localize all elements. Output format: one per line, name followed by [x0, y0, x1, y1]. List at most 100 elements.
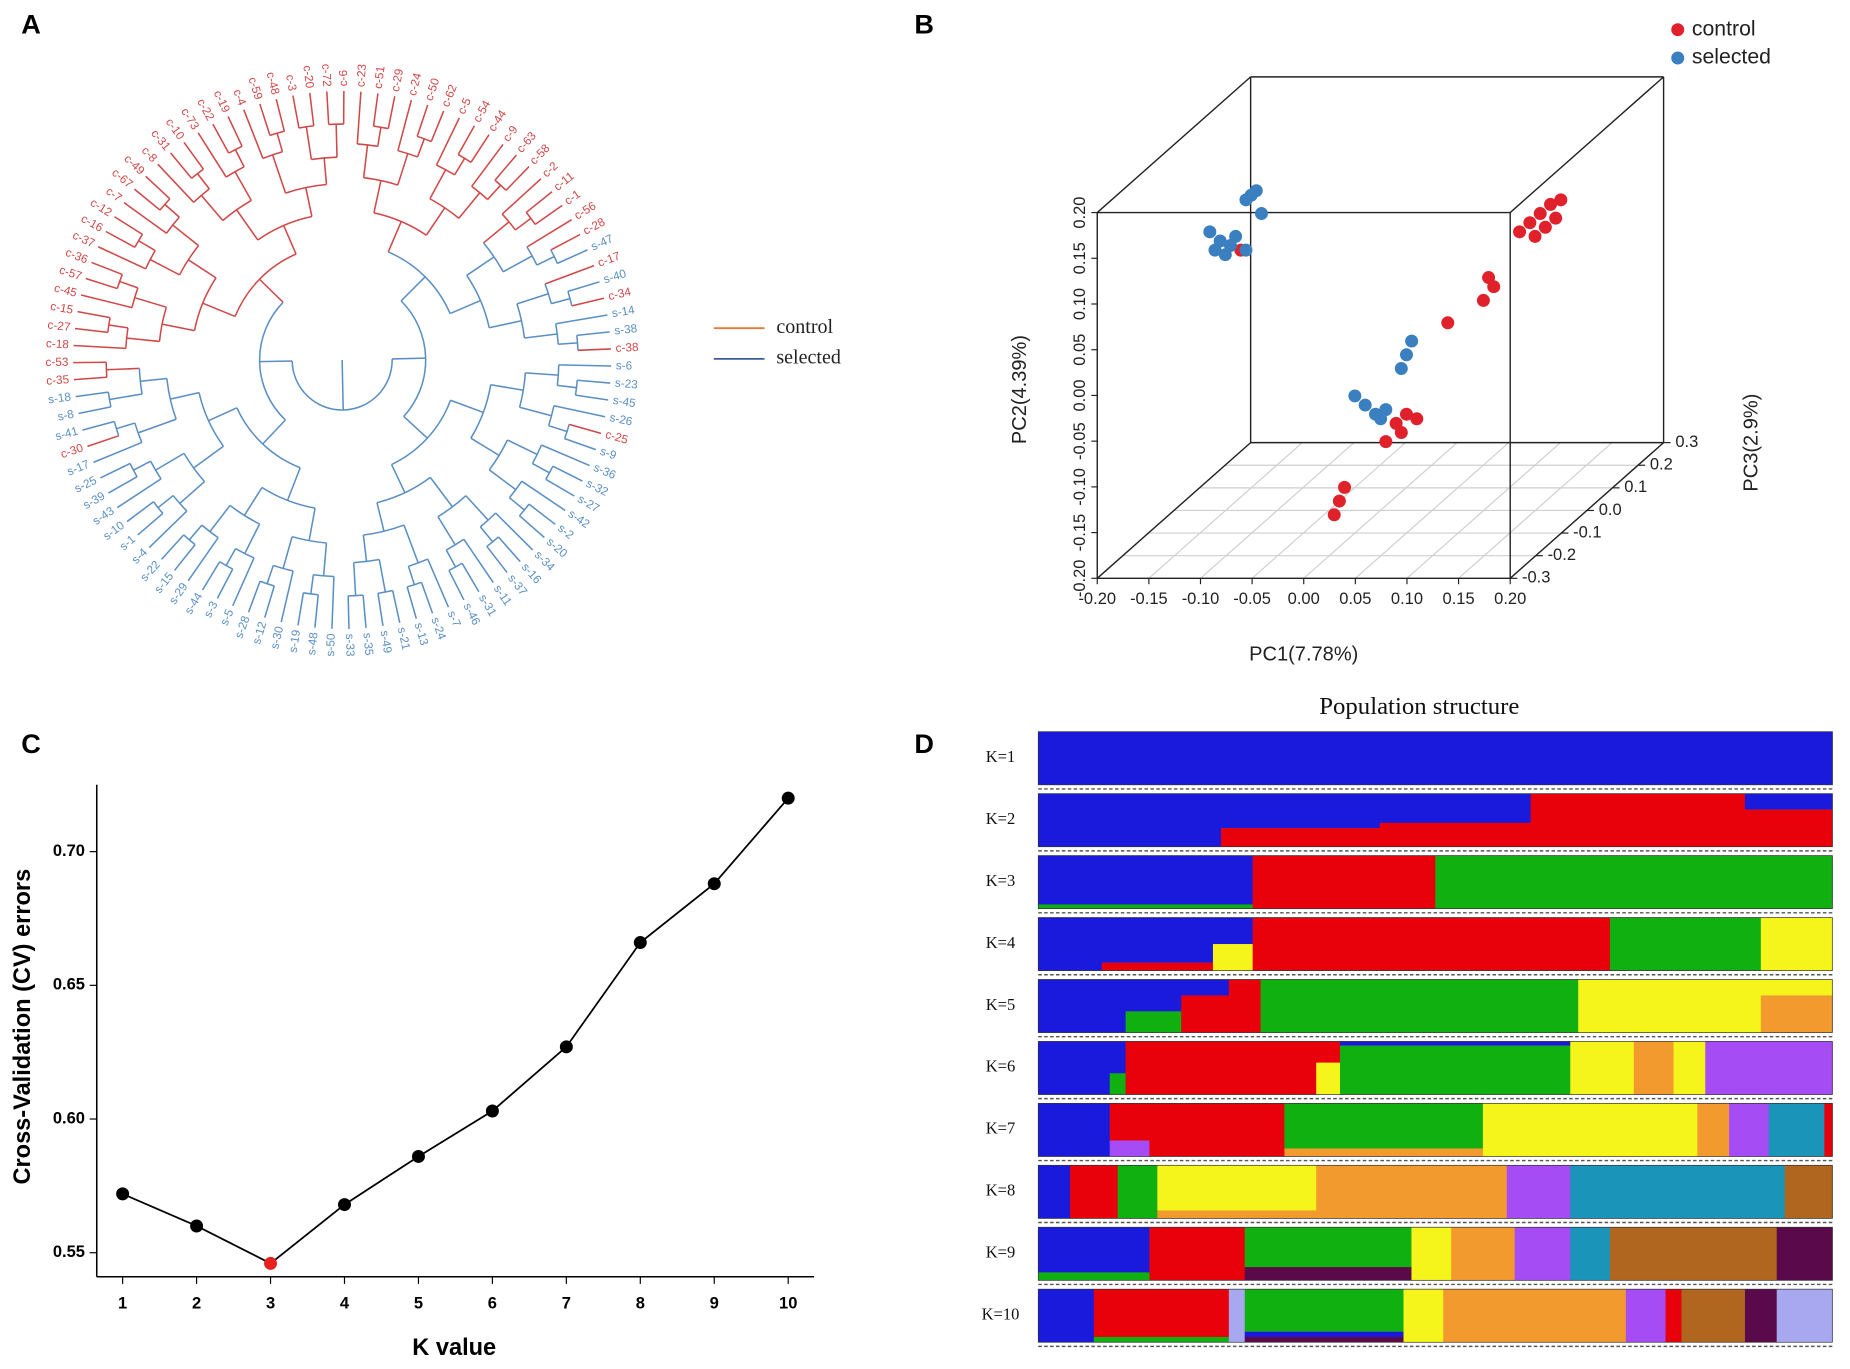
z-tick-label: 0.2 — [1650, 456, 1673, 474]
branch — [494, 179, 507, 191]
leaf-label: c-48 — [264, 71, 282, 97]
leaf-label: c-9 — [500, 123, 520, 144]
ancestry-segment — [1760, 979, 1833, 996]
branch — [547, 405, 555, 426]
branch — [568, 423, 602, 435]
leaf-label: s-45 — [612, 394, 637, 410]
leaf-label: c-18 — [46, 337, 70, 351]
row-frame — [1037, 731, 1833, 786]
ancestry-segment — [1093, 1336, 1230, 1343]
point — [1544, 197, 1558, 211]
branch — [518, 503, 530, 517]
branch — [392, 357, 426, 360]
ancestry-segment — [1744, 1289, 1778, 1343]
y-tick-label: -0.10 — [1071, 468, 1089, 506]
branch — [173, 544, 196, 571]
branch — [165, 216, 180, 234]
ancestry-segment — [1252, 855, 1436, 909]
branch — [298, 125, 314, 129]
branch — [425, 207, 446, 236]
legend-marker — [1671, 51, 1685, 65]
branch — [558, 364, 612, 367]
ancestry-segment — [1403, 1289, 1444, 1343]
branch — [93, 441, 143, 464]
ancestry-segment — [1451, 1227, 1516, 1281]
ancestry-segment — [1220, 793, 1381, 829]
branch — [437, 516, 456, 546]
z-tick-label: 0.3 — [1675, 433, 1698, 451]
leaf-label: s-8 — [56, 408, 75, 424]
ancestry-segment — [1109, 1140, 1150, 1157]
branch — [126, 337, 160, 343]
ancestry-segment — [1514, 1227, 1571, 1281]
branch — [548, 424, 568, 433]
branch — [73, 344, 126, 350]
branch — [552, 465, 583, 482]
branch — [489, 319, 522, 329]
branch — [286, 467, 301, 501]
leaf-label: c-2 — [540, 159, 561, 180]
ancestry-segment — [1411, 1227, 1452, 1281]
branch — [80, 294, 133, 309]
branch — [198, 392, 225, 447]
row-frame — [1037, 1226, 1833, 1281]
branch — [209, 504, 231, 533]
leaf-label: s-12 — [250, 620, 269, 646]
row-label: K=6 — [986, 1057, 1015, 1076]
row-label: K=2 — [986, 809, 1015, 828]
point — [338, 1198, 351, 1212]
branch — [134, 233, 144, 248]
branch — [105, 230, 136, 248]
leaf-label: s-19 — [287, 629, 304, 654]
branch — [149, 258, 180, 276]
leaf-label: c-24 — [406, 71, 425, 97]
branch — [187, 259, 217, 279]
branch — [557, 384, 577, 389]
leaf-label: c-30 — [59, 441, 85, 461]
legend-marker — [1671, 23, 1685, 37]
ancestry-segment — [1784, 1165, 1833, 1219]
leaf-label: s-23 — [614, 377, 638, 392]
ancestry-segment — [1038, 1289, 1095, 1343]
branch — [521, 480, 566, 512]
leaf-label: c-7 — [103, 185, 124, 205]
leaf-label: s-6 — [616, 359, 633, 372]
z-axis-title: PC3(2.9%) — [1740, 394, 1762, 492]
y-tick-label: -0.15 — [1071, 514, 1089, 552]
leaf-label: s-30 — [268, 625, 286, 651]
y-axis-title: Cross-Validation (CV) errors — [9, 869, 35, 1185]
branch — [470, 134, 490, 163]
branch — [347, 595, 350, 629]
branch — [202, 302, 236, 318]
branch — [161, 323, 195, 332]
ancestry-segment — [1038, 904, 1254, 909]
branch — [308, 508, 316, 541]
branch — [310, 574, 315, 595]
branch — [305, 187, 313, 217]
branch — [453, 157, 466, 176]
line — [122, 797, 789, 1265]
point — [1523, 216, 1537, 230]
point — [1348, 389, 1362, 403]
branch — [376, 502, 385, 532]
branch — [271, 154, 287, 194]
leaf-label: c-3 — [283, 74, 299, 93]
branch — [282, 225, 297, 255]
branch — [525, 211, 536, 225]
leaf-label: c-20 — [300, 65, 316, 90]
branch — [263, 585, 275, 618]
branch — [201, 561, 221, 591]
branch — [275, 99, 286, 132]
branch — [144, 250, 156, 270]
branch — [100, 462, 131, 479]
box-edge — [1509, 76, 1665, 214]
branch — [526, 219, 573, 248]
branch — [148, 510, 188, 549]
leaf-label: s-14 — [611, 304, 636, 321]
ancestry-segment — [1776, 1289, 1833, 1343]
branch — [427, 558, 450, 608]
branch — [137, 418, 177, 434]
branch — [119, 280, 139, 289]
ancestry-segment — [1212, 944, 1254, 971]
